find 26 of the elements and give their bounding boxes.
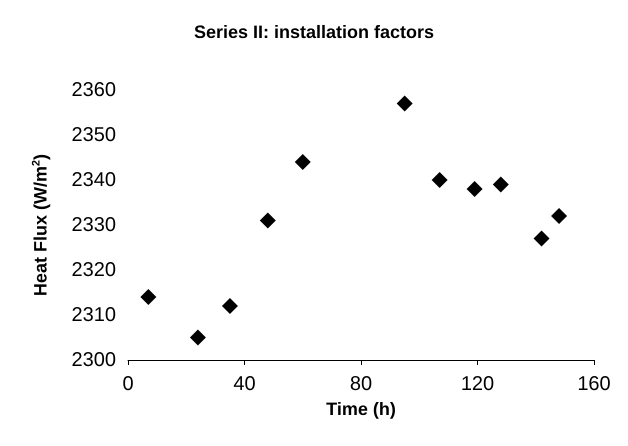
point: [294, 154, 311, 170]
y-axis-title: Heat Flux (W/m2): [30, 154, 50, 296]
x-tick-label: 80: [350, 373, 372, 395]
chart-title: Series II: installation factors: [194, 22, 434, 42]
y-tick-label: 2360: [72, 79, 116, 101]
x-tick-label: 0: [122, 373, 134, 395]
point: [432, 172, 448, 188]
point: [466, 181, 483, 197]
point: [492, 176, 509, 192]
y-tick-label: 2300: [72, 349, 116, 371]
point: [190, 330, 206, 346]
y-tick-label: 2350: [72, 124, 116, 146]
x-tick-label: 160: [577, 373, 611, 395]
y-tick-label: 2330: [72, 214, 116, 236]
x-tick-label: 40: [233, 373, 256, 395]
x-axis-title: Time (h): [326, 399, 396, 419]
point: [222, 298, 238, 314]
x-tick-label: 120: [460, 373, 494, 395]
point: [140, 289, 156, 305]
point: [260, 212, 276, 228]
point: [396, 96, 413, 112]
y-tick-label: 2340: [72, 169, 116, 191]
y-tick-label: 2320: [72, 259, 116, 281]
y-tick-label: 2310: [72, 304, 116, 326]
point: [534, 230, 550, 246]
point: [551, 208, 568, 224]
